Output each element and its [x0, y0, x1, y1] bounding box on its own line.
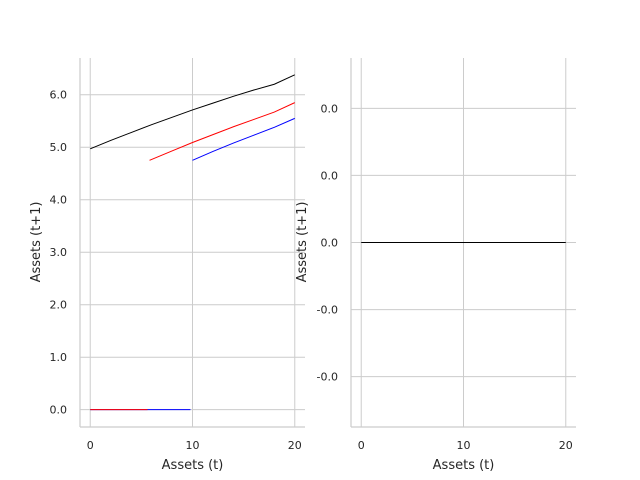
- y-tick-label: -0.0: [317, 371, 338, 384]
- y-tick-label: 6.0: [50, 89, 68, 102]
- x-tick-label: 10: [457, 439, 471, 452]
- left-panel: 0 10 20 0.0 1.0 2.0 3.0 4.0 5.0 6.0 Assets (t) Asse…: [29, 58, 305, 473]
- y-tick-label: 1.0: [50, 351, 68, 364]
- y-tick-label: 0.0: [50, 404, 68, 417]
- x-tick-label: 0: [358, 439, 365, 452]
- x-tick-label: 10: [186, 439, 200, 452]
- series-line-0: [90, 74, 295, 150]
- x-tick-label: 0: [87, 439, 94, 452]
- x-tick-label: 20: [288, 439, 302, 452]
- x-axis-label: Assets (t): [433, 458, 495, 473]
- y-tick-label: 3.0: [50, 246, 68, 259]
- y-tick-label: -0.0: [317, 304, 338, 317]
- x-axis-label: Assets (t): [162, 458, 224, 473]
- y-tick-label: 0.0: [321, 237, 339, 250]
- y-axis-label: Assets (t+1): [29, 202, 44, 283]
- y-tick-label: 4.0: [50, 194, 68, 207]
- y-tick-label: 2.0: [50, 299, 68, 312]
- y-tick-label: 0.0: [321, 169, 339, 182]
- y-tick-label: 5.0: [50, 141, 68, 154]
- x-tick-label: 20: [559, 439, 573, 452]
- right-panel: 0 10 20 -0.0 -0.0 0.0 0.0 0.0 Assets (t) Assets (…: [295, 58, 576, 473]
- series-line-1: [149, 102, 295, 161]
- y-tick-label: 0.0: [321, 102, 339, 115]
- y-axis-label: Assets (t+1): [295, 202, 310, 283]
- series-line-2: [192, 117, 295, 161]
